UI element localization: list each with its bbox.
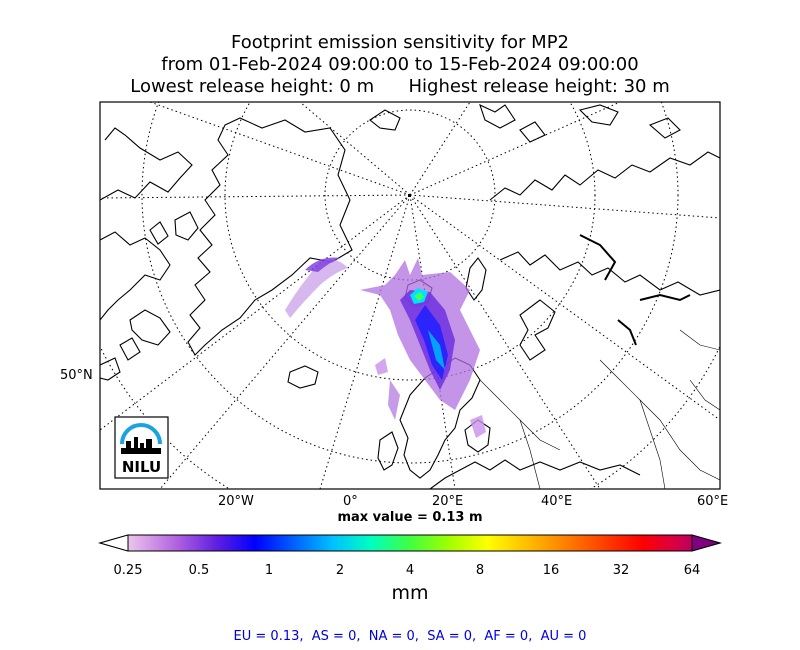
coastlines	[100, 103, 720, 489]
colorbar-tick: 1	[264, 563, 274, 578]
lon-label-20e: 20°E	[432, 494, 464, 509]
lon-label-20w: 20°W	[218, 494, 254, 509]
lat-label-50n: 50°N	[60, 368, 93, 383]
lon-label-0: 0°	[343, 494, 358, 509]
region-totals: EU = 0.13, AS = 0, NA = 0, SA = 0, AF = …	[233, 629, 587, 644]
map-title: Footprint emission sensitivity for MP2	[230, 32, 569, 53]
lon-label-40e: 40°E	[541, 494, 573, 509]
colorbar-tick: 64	[683, 563, 701, 578]
colorbar	[98, 534, 722, 552]
map-date-range: from 01-Feb-2024 09:00:00 to 15-Feb-2024…	[161, 54, 639, 75]
highest-release-height: Highest release height: 30 m	[408, 76, 670, 97]
colorbar-tick: 0.25	[113, 563, 143, 578]
colorbar-max-extend	[691, 534, 722, 552]
max-value-label: max value = 0.13 m	[337, 510, 483, 525]
colorbar-bar	[98, 534, 722, 552]
colorbar-tick: 8	[475, 563, 485, 578]
colorbar-tick: 32	[612, 563, 630, 578]
map-frame	[99, 101, 721, 490]
colorbar-min-extend	[98, 534, 129, 552]
colorbar-tick: 2	[335, 563, 345, 578]
nilu-logo-text: NILU	[122, 458, 161, 476]
country-borders	[479, 329, 720, 489]
release-heights: Lowest release height: 0 m Highest relea…	[0, 76, 800, 98]
nilu-logo: NILU	[114, 416, 169, 479]
colorbar-tick: 16	[542, 563, 560, 578]
footprint-plume	[285, 257, 486, 438]
colorbar-tick: 4	[405, 563, 415, 578]
graticule	[100, 102, 720, 489]
pole-marker	[408, 194, 411, 197]
lon-label-60e: 60°E	[697, 494, 729, 509]
colorbar-label: mm	[391, 582, 429, 604]
map-area	[100, 102, 720, 489]
lowest-release-height: Lowest release height: 0 m	[130, 76, 375, 97]
colorbar-tick: 0.5	[188, 563, 210, 578]
